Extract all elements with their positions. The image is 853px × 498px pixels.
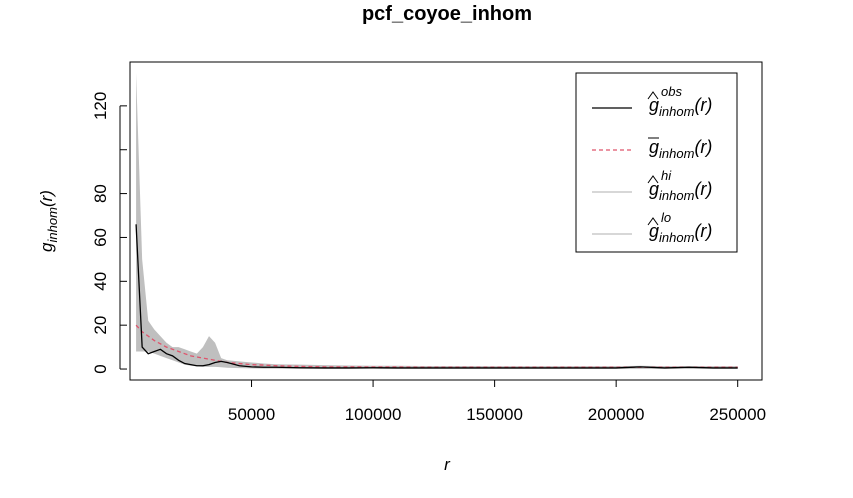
y-axis-label-suffix: (r) (37, 190, 56, 207)
legend-hat-mark (647, 217, 659, 226)
y-axis-label: ginhom(r) (37, 190, 60, 252)
y-tick-label: 80 (91, 184, 110, 203)
y-axis-label-base: g (37, 242, 56, 252)
legend-label: ginhom(r) (649, 95, 712, 119)
y-tick-label: 20 (91, 316, 110, 335)
x-tick-label: 100000 (345, 405, 402, 424)
x-tick-label: 50000 (228, 405, 275, 424)
legend-hat-mark (647, 175, 659, 184)
svg-text:ginhom(r): ginhom(r) (37, 190, 60, 252)
lines-layer (135, 224, 738, 369)
legend-label: ginhom(r) (649, 179, 712, 203)
x-tick-label: 200000 (588, 405, 645, 424)
x-tick-label: 250000 (709, 405, 766, 424)
legend-superscript: lo (661, 210, 671, 225)
legend-label: ginhom(r) (649, 221, 712, 245)
y-axis: 0 20 40 60 80 120 (91, 92, 127, 374)
legend-superscript: obs (661, 84, 682, 99)
legend-hat-mark (647, 91, 659, 100)
obs-line (135, 224, 738, 369)
legend: ginhom(r)obsginhom(r)ginhom(r)higinhom(r… (575, 72, 738, 253)
y-axis-label-sub: inhom (45, 207, 60, 243)
y-tick-label: 40 (91, 272, 110, 291)
y-tick-label: 0 (91, 364, 110, 373)
x-axis: 50000 100000 150000 200000 250000 (228, 379, 766, 424)
theo-line (135, 324, 738, 368)
legend-superscript: hi (661, 168, 672, 183)
y-tick-label: 120 (91, 92, 110, 120)
chart-title: pcf_coyoe_inhom (362, 3, 532, 25)
x-axis-label: r (444, 455, 451, 474)
x-tick-label: 150000 (466, 405, 523, 424)
legend-label: ginhom(r) (649, 137, 712, 161)
y-tick-label: 60 (91, 228, 110, 247)
